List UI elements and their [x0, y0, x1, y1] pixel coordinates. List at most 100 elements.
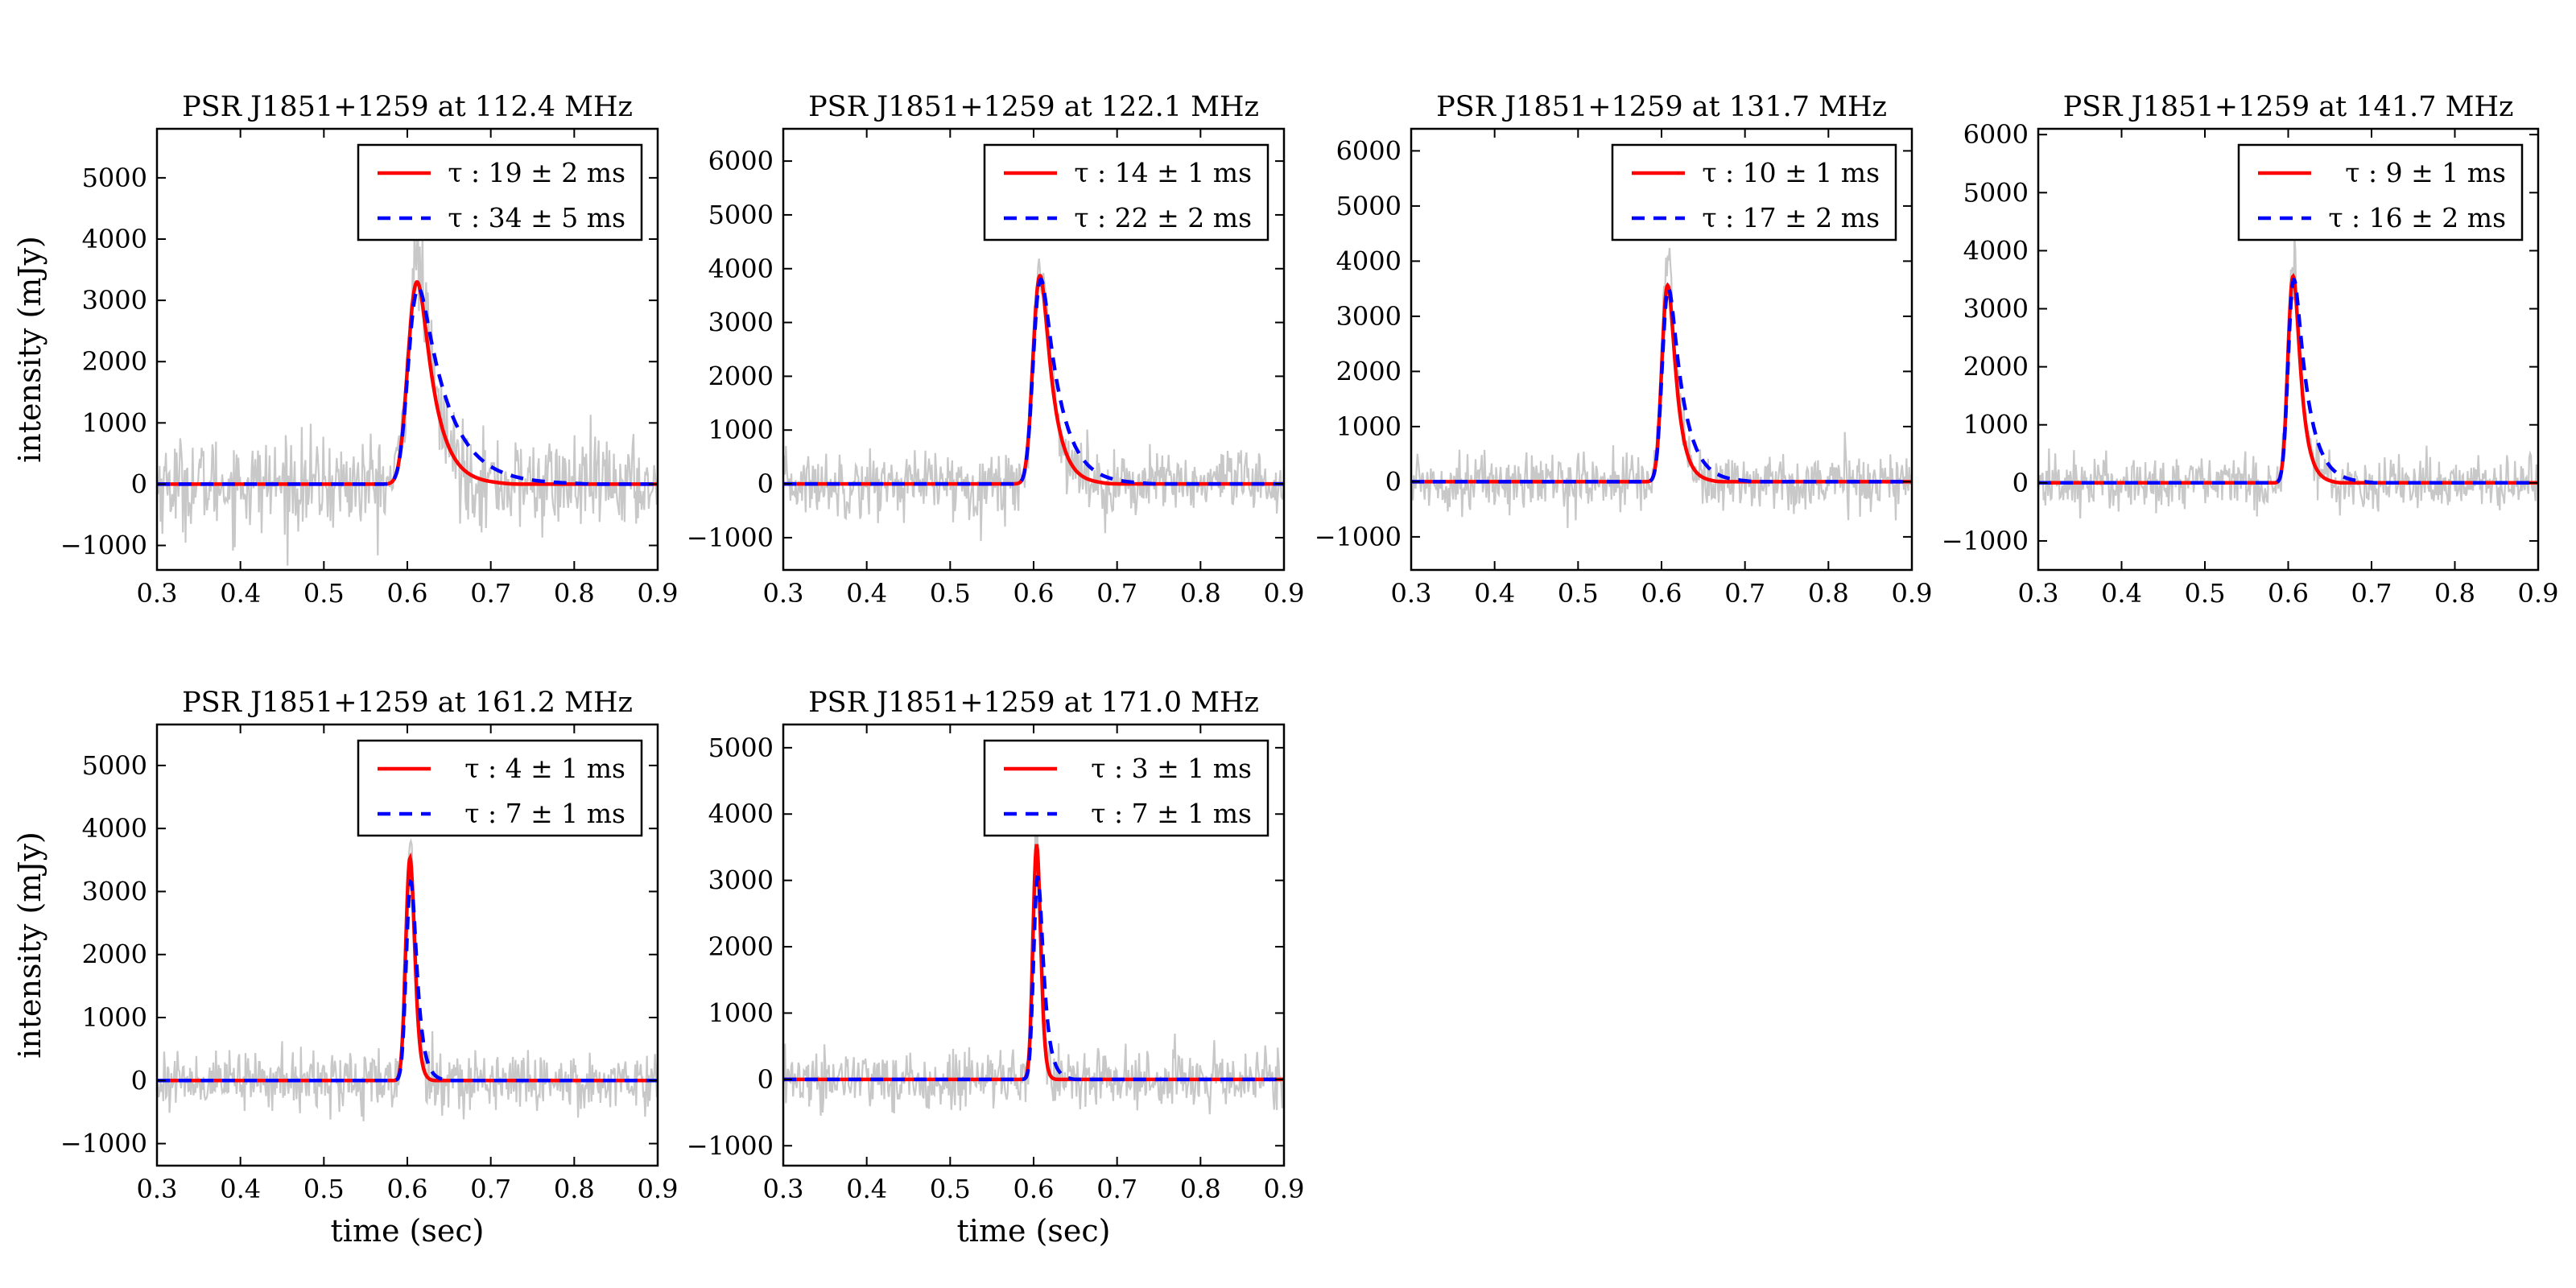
legend: τ : 3 ± 1 ms τ : 7 ± 1 ms — [983, 739, 1269, 837]
x-tick-label: 0.9 — [1264, 578, 1305, 609]
series-fit-2-line — [783, 875, 1284, 1082]
x-tick-label: 0.4 — [846, 578, 887, 609]
y-tick-label: 5000 — [708, 733, 774, 763]
legend: τ : 10 ± 1 ms τ : 17 ± 2 ms — [1611, 143, 1897, 242]
plot-area — [2038, 235, 2538, 519]
legend-label-fit-1: τ : 4 ± 1 ms — [464, 753, 625, 784]
panel-title: PSR J1851+1259 at 171.0 MHz — [808, 687, 1259, 719]
panel-title: PSR J1851+1259 at 161.2 MHz — [182, 687, 633, 719]
x-tick-label: 0.6 — [1641, 578, 1682, 609]
y-tick-label: 3000 — [708, 308, 774, 338]
y-tick-label: 0 — [131, 1065, 147, 1096]
x-tick-label: 0.9 — [638, 1174, 679, 1204]
x-tick-label: 0.3 — [137, 578, 178, 609]
series-data-line — [783, 258, 1284, 542]
plot-area — [783, 821, 1284, 1117]
y-tick-label: 4000 — [82, 813, 147, 844]
y-tick-label: 3000 — [82, 876, 147, 906]
legend-label-fit-2: τ : 16 ± 2 ms — [2328, 202, 2506, 233]
legend-label-fit-1: τ : 19 ± 2 ms — [448, 157, 625, 188]
x-tick-label: 0.7 — [1096, 578, 1137, 609]
x-tick-label: 0.7 — [470, 1174, 511, 1204]
y-tick-label: 3000 — [1336, 301, 1402, 332]
x-tick-label: 0.9 — [1264, 1174, 1305, 1204]
y-tick-label: −1000 — [687, 1130, 774, 1161]
x-tick-label: 0.3 — [763, 578, 804, 609]
x-tick-label: 0.5 — [303, 578, 345, 609]
y-tick-label: 4000 — [708, 254, 774, 284]
y-tick-label: 4000 — [1336, 246, 1402, 276]
panel-5: 0.3 0.4 0.5 0.6 0.7 0.8 0.9 −1000 0 1000 2000 3000 4… — [60, 687, 679, 1204]
legend-label-fit-1: τ : 10 ± 1 ms — [1702, 157, 1880, 188]
x-tick-label: 0.6 — [387, 578, 428, 609]
x-tick-label: 0.5 — [303, 1174, 345, 1204]
x-tick-label: 0.3 — [137, 1174, 178, 1204]
y-tick-label: −1000 — [1942, 526, 2029, 556]
x-tick-label: 0.7 — [1724, 578, 1765, 609]
legend-label-fit-1: τ : 14 ± 1 ms — [1074, 157, 1252, 188]
y-tick-label: 3000 — [82, 285, 147, 316]
legend-label-fit-1: τ : 9 ± 1 ms — [2345, 157, 2506, 188]
series-fit-1-line — [2038, 273, 2538, 485]
y-tick-label: 1000 — [708, 997, 774, 1028]
panel-3: 0.3 0.4 0.5 0.6 0.7 0.8 0.9 −1000 0 1000 2000 3000 4… — [1315, 91, 1933, 609]
legend-label-fit-2: τ : 22 ± 2 ms — [1074, 202, 1252, 233]
x-tick-label: 0.8 — [1808, 578, 1849, 609]
x-axis-label: time (sec) — [331, 1213, 485, 1249]
panel-1: 0.3 0.4 0.5 0.6 0.7 0.8 0.9 −1000 0 1000 2000 3000 4… — [60, 91, 679, 609]
y-tick-label: 5000 — [708, 200, 774, 230]
x-tick-label: 0.7 — [2351, 578, 2392, 609]
x-tick-label: 0.5 — [1558, 578, 1599, 609]
x-tick-label: 0.5 — [930, 578, 971, 609]
plot-area — [157, 228, 658, 566]
y-tick-label: −1000 — [687, 522, 774, 553]
y-tick-label: 4000 — [82, 224, 147, 254]
panel-title: PSR J1851+1259 at 112.4 MHz — [182, 91, 633, 123]
x-tick-label: 0.5 — [930, 1174, 971, 1204]
x-tick-label: 0.8 — [554, 1174, 595, 1204]
y-tick-label: 6000 — [1963, 119, 2029, 150]
x-tick-label: 0.9 — [1892, 578, 1933, 609]
legend-box — [2237, 143, 2524, 242]
legend-box — [357, 739, 643, 837]
x-tick-label: 0.4 — [220, 1174, 261, 1204]
y-tick-label: 5000 — [82, 163, 147, 193]
y-tick-label: 5000 — [82, 750, 147, 781]
legend-label-fit-2: τ : 17 ± 2 ms — [1702, 202, 1880, 233]
y-tick-label: 1000 — [1336, 411, 1402, 442]
y-tick-label: 2000 — [708, 361, 774, 391]
x-tick-label: 0.7 — [470, 578, 511, 609]
legend: τ : 4 ± 1 ms τ : 7 ± 1 ms — [357, 739, 643, 837]
x-tick-label: 0.8 — [554, 578, 595, 609]
panel-2: 0.3 0.4 0.5 0.6 0.7 0.8 0.9 −1000 0 1000 2000 3000 4… — [687, 91, 1305, 609]
y-tick-label: 6000 — [708, 146, 774, 176]
y-tick-label: 2000 — [1336, 356, 1402, 386]
y-tick-label: 6000 — [1336, 135, 1402, 166]
y-tick-label: 1000 — [82, 1002, 147, 1033]
y-tick-label: 2000 — [82, 939, 147, 970]
legend-label-fit-2: τ : 34 ± 5 ms — [448, 202, 625, 233]
legend-box — [983, 143, 1269, 242]
x-tick-label: 0.5 — [2185, 578, 2226, 609]
y-tick-label: 0 — [1385, 466, 1402, 497]
x-tick-label: 0.9 — [638, 578, 679, 609]
series-fit-2-line — [1411, 287, 1912, 484]
x-tick-label: 0.6 — [1013, 578, 1055, 609]
y-tick-label: 0 — [758, 1064, 774, 1095]
legend-label-fit-1: τ : 3 ± 1 ms — [1091, 753, 1252, 784]
y-axis-label-row-2: intensity (mJy) — [12, 832, 47, 1059]
y-tick-label: 5000 — [1336, 191, 1402, 221]
x-tick-label: 0.4 — [2101, 578, 2142, 609]
panel-title: PSR J1851+1259 at 122.1 MHz — [808, 91, 1259, 123]
y-tick-label: 1000 — [82, 407, 147, 438]
y-tick-label: 3000 — [1963, 294, 2029, 324]
x-tick-label: 0.8 — [1180, 1174, 1221, 1204]
y-tick-label: 2000 — [708, 931, 774, 962]
series-fit-2-line — [2038, 277, 2538, 485]
x-tick-label: 0.4 — [846, 1174, 887, 1204]
panel-6: 0.3 0.4 0.5 0.6 0.7 0.8 0.9 −1000 0 1000 2000 3000 4… — [687, 687, 1305, 1204]
legend-box — [357, 143, 643, 242]
legend: τ : 19 ± 2 ms τ : 34 ± 5 ms — [357, 143, 643, 242]
x-tick-label: 0.7 — [1096, 1174, 1137, 1204]
